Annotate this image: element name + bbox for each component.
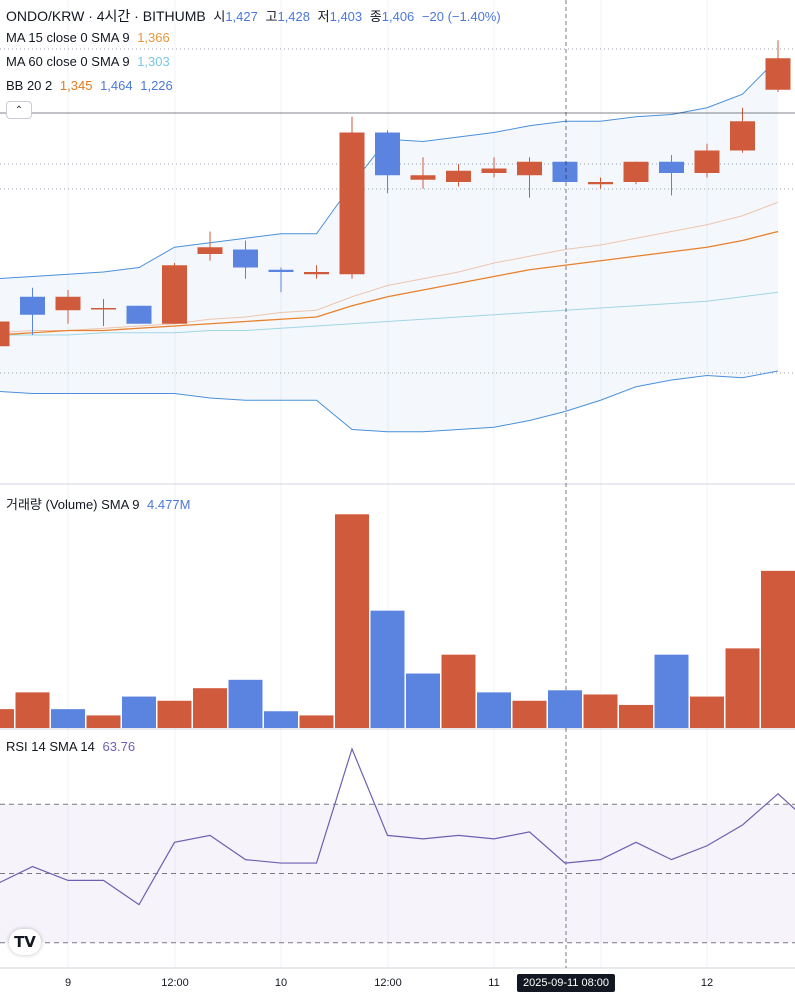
volume-bar xyxy=(619,704,653,728)
volume-bar xyxy=(654,654,689,728)
rsi-value: 63.76 xyxy=(102,739,136,754)
collapse-legend-button[interactable]: ⌃ xyxy=(6,101,32,119)
x-axis-label: 9 xyxy=(64,977,72,989)
volume-bar xyxy=(264,711,298,728)
volume-bar xyxy=(51,709,85,728)
x-axis-label: 12 xyxy=(700,977,714,989)
candle-body xyxy=(765,58,791,90)
candle-body xyxy=(375,132,400,176)
x-axis-label: 11 xyxy=(488,977,500,989)
candle-body xyxy=(481,168,507,173)
volume-legend[interactable]: 거래량 (Volume) SMA 9 4.477M xyxy=(6,494,194,513)
chevron-up-icon: ⌃ xyxy=(14,104,24,116)
volume-bar xyxy=(725,648,760,728)
low-value: 1,403 xyxy=(329,9,363,24)
candle-body xyxy=(446,170,471,182)
close-value: 1,406 xyxy=(381,9,415,24)
low-label: 저 xyxy=(317,9,330,24)
candle-body xyxy=(659,161,684,173)
volume-bar xyxy=(583,694,618,728)
x-axis-label: 12:00 xyxy=(161,977,189,989)
tradingview-logo[interactable]: TV xyxy=(9,929,41,955)
candle-body xyxy=(0,321,10,347)
candle-body xyxy=(694,150,720,173)
ma15-label: MA 15 close 0 SMA 9 xyxy=(6,30,130,45)
candle-body xyxy=(20,296,45,315)
rsi-line xyxy=(0,747,795,906)
rsi-label: RSI 14 SMA 14 xyxy=(6,739,95,754)
volume-bar xyxy=(193,688,227,728)
bb-basis-value: 1,345 xyxy=(59,78,93,93)
ma60-line xyxy=(0,291,779,336)
change-value: −20 (−1.40%) xyxy=(421,9,501,24)
candle-body xyxy=(588,182,613,185)
candle-body xyxy=(91,308,116,310)
volume-bar xyxy=(761,570,795,728)
high-label: 고 xyxy=(265,9,278,24)
ma15-line xyxy=(0,201,779,334)
bb-lower-value: 1,226 xyxy=(140,78,173,93)
ma60-value: 1,303 xyxy=(137,54,170,69)
volume-bar xyxy=(299,715,334,728)
candle-body xyxy=(517,161,542,176)
candle-body xyxy=(730,121,755,151)
candle-body xyxy=(126,305,152,324)
x-axis-label: 10 xyxy=(274,977,288,989)
candle-body xyxy=(339,132,365,275)
candle-body xyxy=(197,247,223,254)
candle-body xyxy=(233,249,258,268)
ma15-value: 1,366 xyxy=(137,30,170,45)
volume-bar xyxy=(15,692,50,728)
volume-bar xyxy=(548,690,582,728)
symbol-header: ONDO/KRW · 4시간 · BITHUMB 시1,427 고1,428 저… xyxy=(6,6,505,26)
open-value: 1,427 xyxy=(225,9,258,24)
bb-basis-line xyxy=(0,230,779,336)
volume-value: 4.477M xyxy=(147,497,191,512)
open-label: 시 xyxy=(213,9,226,24)
symbol-title: ONDO/KRW · 4시간 · BITHUMB xyxy=(6,8,206,24)
close-label: 종 xyxy=(369,9,382,24)
volume-bar xyxy=(335,514,369,728)
rsi-legend[interactable]: RSI 14 SMA 14 63.76 xyxy=(6,739,139,754)
volume-label: 거래량 (Volume) SMA 9 xyxy=(6,497,140,512)
volume-bar xyxy=(228,679,263,728)
volume-bar xyxy=(122,696,156,728)
volume-bar xyxy=(86,715,121,728)
candle-body xyxy=(268,269,294,272)
high-value: 1,428 xyxy=(277,9,311,24)
crosshair-time-label: 2025-09-11 08:00 xyxy=(516,974,616,992)
volume-bar xyxy=(157,700,192,728)
ma60-label: MA 60 close 0 SMA 9 xyxy=(6,54,130,69)
candle-body xyxy=(55,296,81,311)
ma15-legend[interactable]: MA 15 close 0 SMA 9 1,366 xyxy=(6,30,174,45)
candle-body xyxy=(552,161,578,182)
volume-bar xyxy=(512,700,547,728)
volume-bar xyxy=(690,696,724,728)
bb-lower-line xyxy=(0,370,779,433)
bb-upper-value: 1,464 xyxy=(100,78,133,93)
candle-body xyxy=(623,161,649,182)
ma60-legend[interactable]: MA 60 close 0 SMA 9 1,303 xyxy=(6,54,174,69)
bb-label: BB 20 2 xyxy=(6,78,53,93)
volume-bar xyxy=(370,610,405,728)
volume-bar xyxy=(477,692,511,728)
bb-band-fill xyxy=(0,58,778,432)
x-axis-label: 12:00 xyxy=(374,977,402,989)
candle-body xyxy=(304,272,329,275)
candle-body xyxy=(410,175,436,180)
bb-legend[interactable]: BB 20 2 1,345 1,464 1,226 xyxy=(6,78,177,93)
volume-bar xyxy=(0,709,14,728)
volume-bar xyxy=(406,673,440,728)
volume-bar xyxy=(441,654,476,728)
candle-body xyxy=(162,265,187,324)
